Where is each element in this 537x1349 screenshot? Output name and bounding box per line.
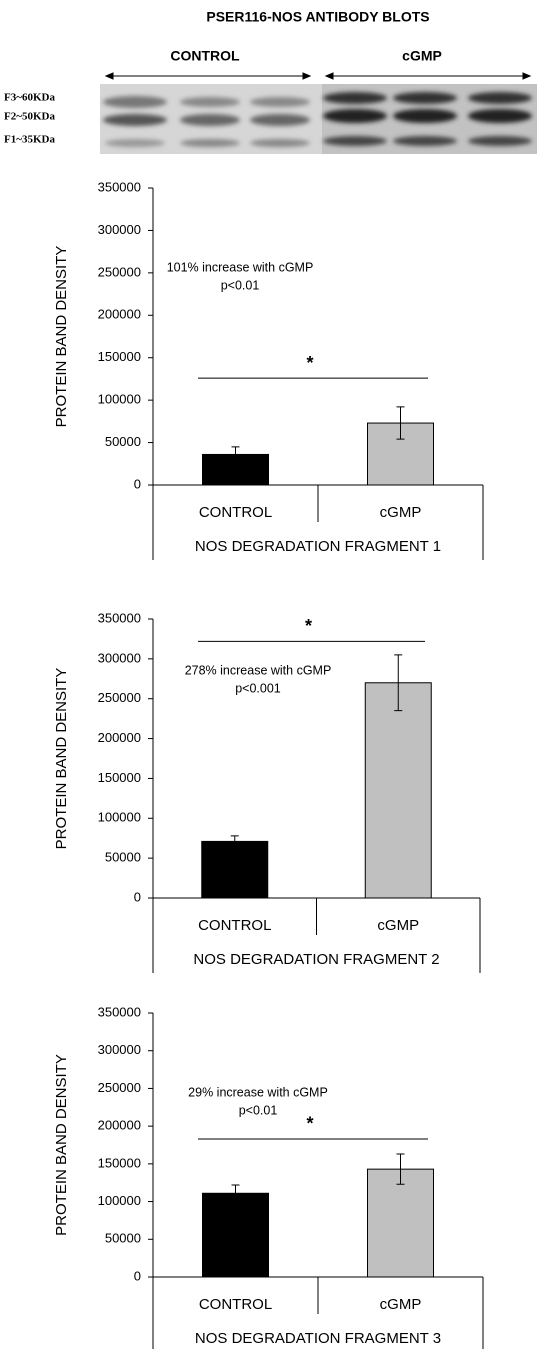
significance-label: * xyxy=(306,353,313,373)
y-tick-label: 50000 xyxy=(105,1231,141,1246)
y-tick-label: 150000 xyxy=(98,1155,141,1170)
annotation: p<0.01 xyxy=(221,278,260,292)
bar xyxy=(202,1192,269,1278)
y-axis-label: PROTEIN BAND DENSITY xyxy=(53,668,70,850)
x-tick-label: CONTROL xyxy=(199,1296,272,1313)
blot-image xyxy=(100,84,537,154)
bar xyxy=(201,840,269,899)
y-tick-label: 200000 xyxy=(98,730,141,745)
y-tick-label: 250000 xyxy=(98,264,141,279)
y-tick-label: 0 xyxy=(134,1268,141,1283)
y-tick-label: 100000 xyxy=(98,392,141,407)
y-axis-label: PROTEIN BAND DENSITY xyxy=(53,1054,70,1236)
y-tick-label: 100000 xyxy=(98,1193,141,1208)
x-tick-label: cGMP xyxy=(380,504,422,521)
error-bar xyxy=(231,446,240,463)
y-tick-label: 300000 xyxy=(98,650,141,665)
significance-label: * xyxy=(305,616,312,636)
y-tick-label: 0 xyxy=(134,476,141,491)
significance-label: * xyxy=(306,1114,313,1134)
y-tick-label: 250000 xyxy=(98,1080,141,1095)
bar xyxy=(364,682,432,899)
band-label: F2~50KDa xyxy=(4,111,55,123)
y-axis-label: PROTEIN BAND DENSITY xyxy=(53,246,70,428)
blot-title: PSER116-NOS ANTIBODY BLOTS xyxy=(206,9,429,25)
band-label: F1~35KDa xyxy=(4,134,55,146)
y-tick-label: 150000 xyxy=(98,770,141,785)
y-tick-label: 200000 xyxy=(98,307,141,322)
y-tick-label: 350000 xyxy=(98,179,141,194)
x-tick-label: CONTROL xyxy=(198,917,271,934)
x-axis-label: NOS DEGRADATION FRAGMENT 3 xyxy=(195,1330,441,1347)
bar xyxy=(367,1168,434,1278)
x-tick-label: CONTROL xyxy=(199,504,272,521)
x-tick-label: cGMP xyxy=(377,917,419,934)
x-tick-label: cGMP xyxy=(380,1296,422,1313)
annotation: p<0.001 xyxy=(235,681,281,695)
y-tick-label: 350000 xyxy=(98,1004,141,1019)
error-bar xyxy=(396,406,405,440)
error-bar xyxy=(231,1184,240,1203)
x-axis-label: NOS DEGRADATION FRAGMENT 1 xyxy=(195,538,441,555)
y-tick-label: 250000 xyxy=(98,690,141,705)
annotation: p<0.01 xyxy=(239,1103,278,1117)
error-bar xyxy=(230,835,239,848)
annotation: 29% increase with cGMP xyxy=(188,1085,328,1099)
y-tick-label: 350000 xyxy=(98,610,141,625)
y-tick-label: 300000 xyxy=(98,1042,141,1057)
annotation: 278% increase with cGMP xyxy=(185,663,332,677)
y-tick-label: 0 xyxy=(134,889,141,904)
y-tick-label: 50000 xyxy=(105,434,141,449)
y-tick-label: 150000 xyxy=(98,349,141,364)
group-arrows xyxy=(104,72,532,80)
x-axis-label: NOS DEGRADATION FRAGMENT 2 xyxy=(193,951,439,968)
y-tick-label: 300000 xyxy=(98,222,141,237)
y-tick-label: 200000 xyxy=(98,1118,141,1133)
annotation: 101% increase with cGMP xyxy=(167,260,314,274)
y-tick-label: 100000 xyxy=(98,810,141,825)
band-label: F3~60KDa xyxy=(4,92,55,104)
blot-group-label: cGMP xyxy=(402,48,442,64)
error-bar xyxy=(394,654,403,712)
error-bar xyxy=(396,1153,405,1185)
blot-group-label: CONTROL xyxy=(170,48,240,64)
y-tick-label: 50000 xyxy=(105,850,141,865)
